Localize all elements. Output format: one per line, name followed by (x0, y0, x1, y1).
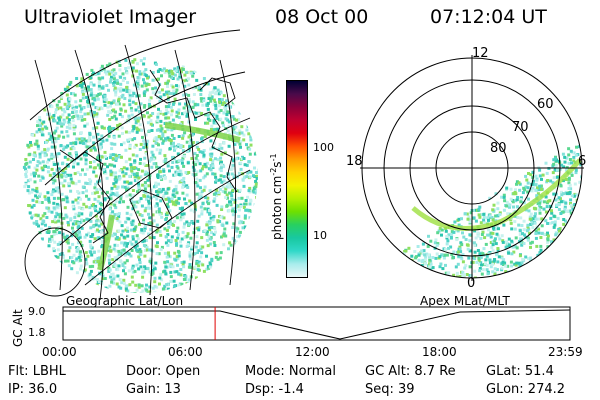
x-tick-4: 23:59 (548, 345, 583, 359)
lat-label-70: 70 (512, 120, 529, 135)
date-label: 08 Oct 00 (275, 6, 369, 28)
lon-line (29, 29, 241, 121)
unit-exp-2: -1 (269, 153, 278, 162)
right-panel-caption: Apex MLat/MLT (420, 294, 510, 308)
x-tick-1: 06:00 (168, 345, 203, 359)
lat-ring-60 (383, 79, 561, 257)
lat-line (174, 49, 196, 291)
time-label: 07:12:04 UT (430, 6, 547, 28)
status-glat: GLat: 51.4 (486, 364, 554, 379)
x-tick-3: 18:00 (422, 345, 457, 359)
lat-line (34, 59, 63, 291)
lon-line (44, 71, 246, 186)
mlt-label-18: 18 (346, 154, 363, 169)
status-gain: Gain: 13 (126, 382, 181, 397)
status-ip: IP: 36.0 (8, 382, 58, 397)
mlt-label-0: 0 (467, 276, 476, 291)
mlt-label-12: 12 (472, 46, 489, 61)
status-dsp: Dsp: -1.4 (245, 382, 304, 397)
altitude-curve (63, 309, 571, 340)
lat-label-60: 60 (537, 97, 554, 112)
colorbar-tick-100: 100 (313, 141, 334, 154)
unit-s: s (270, 161, 284, 168)
lat-line (124, 44, 153, 296)
colorbar-unit-text: photon cm (270, 175, 284, 240)
status-gc-alt: GC Alt: 8.7 Re (365, 364, 456, 379)
coastline (149, 69, 238, 193)
status-door: Door: Open (126, 364, 201, 379)
lat-ring-50 (361, 57, 583, 279)
altitude-axis-label: GC Alt (11, 309, 25, 347)
alt-tick-low: 1.8 (28, 326, 46, 339)
lat-line (219, 59, 237, 286)
instrument-title: Ultraviolet Imager (24, 6, 197, 28)
coastline (129, 189, 173, 229)
coastline (59, 149, 111, 244)
pole-ellipse (24, 227, 86, 297)
lat-label-80: 80 (490, 141, 507, 156)
altitude-plot-frame (62, 306, 571, 341)
coastline (199, 77, 236, 107)
lat-line (74, 49, 105, 301)
x-tick-2: 12:00 (295, 345, 330, 359)
title-bar: Ultraviolet Imager 08 Oct 00 07:12:04 UT (0, 0, 600, 36)
lon-line (59, 117, 251, 246)
x-tick-0: 00:00 (42, 345, 77, 359)
status-filter: Flt: LBHL (8, 364, 66, 379)
alt-tick-high: 9.0 (28, 305, 46, 318)
lon-line (84, 169, 251, 286)
colorbar-tick-10: 10 (313, 229, 327, 242)
status-glon: GLon: 274.2 (486, 382, 566, 397)
status-seq: Seq: 39 (365, 382, 415, 397)
colorbar (286, 80, 308, 278)
mlt-label-6: 6 (578, 154, 587, 169)
unit-exp-1: -2 (269, 167, 278, 176)
status-mode: Mode: Normal (245, 364, 336, 379)
colorbar-unit-label: photon cm-2s-1 (269, 153, 284, 240)
left-panel-caption: Geographic Lat/Lon (66, 294, 184, 308)
